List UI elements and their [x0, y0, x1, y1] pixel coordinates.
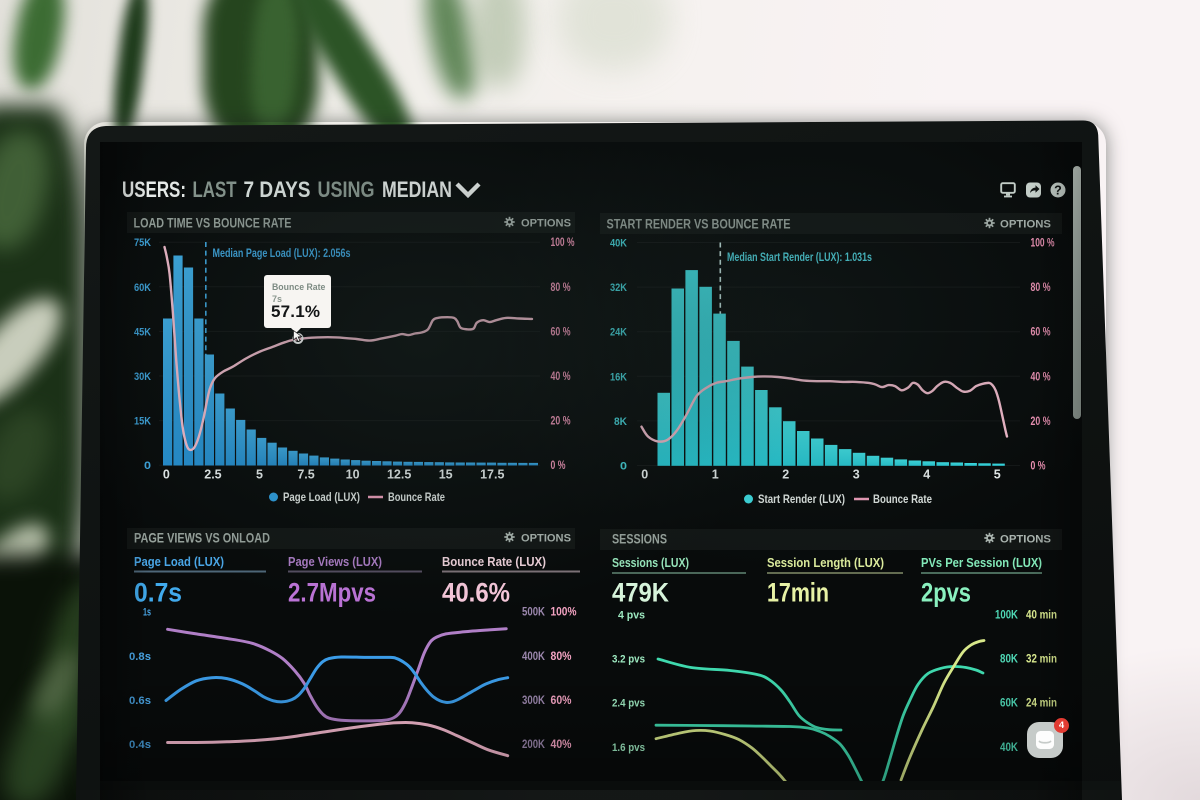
svg-text:80 %: 80 % [1031, 282, 1051, 294]
svg-text:2.5: 2.5 [204, 468, 221, 482]
svg-text:32K: 32K [610, 282, 627, 294]
svg-text:0 %: 0 % [1031, 461, 1046, 473]
svg-text:START RENDER VS BOUNCE RATE: START RENDER VS BOUNCE RATE [607, 217, 791, 232]
svg-text:60K: 60K [134, 282, 151, 294]
svg-text:Sessions (LUX): Sessions (LUX) [612, 555, 689, 570]
svg-text:17min: 17min [767, 578, 829, 608]
svg-text:40 %: 40 % [1031, 371, 1051, 383]
svg-text:5: 5 [994, 468, 1001, 482]
svg-text:60%: 60% [551, 695, 572, 707]
svg-text:0.8s: 0.8s [129, 651, 151, 663]
svg-text:17.5: 17.5 [480, 468, 504, 482]
svg-text:200K: 200K [522, 739, 546, 751]
svg-text:4: 4 [923, 468, 930, 482]
svg-text:OPTIONS: OPTIONS [521, 533, 571, 545]
svg-text:60 %: 60 % [1031, 327, 1051, 339]
svg-text:100 %: 100 % [1031, 238, 1055, 250]
svg-text:?: ? [1054, 183, 1062, 197]
svg-text:10: 10 [346, 468, 360, 482]
svg-text:7.5: 7.5 [297, 468, 314, 482]
svg-text:30K: 30K [134, 371, 151, 383]
svg-text:Start Render (LUX): Start Render (LUX) [758, 494, 845, 506]
svg-text:24 min: 24 min [1026, 698, 1057, 710]
svg-text:479K: 479K [612, 578, 669, 608]
svg-text:3.2 pvs: 3.2 pvs [612, 654, 645, 666]
svg-text:OPTIONS: OPTIONS [1000, 219, 1051, 231]
svg-text:20 %: 20 % [551, 416, 571, 428]
svg-text:0: 0 [620, 461, 627, 473]
svg-text:80K: 80K [1000, 654, 1019, 666]
svg-text:40K: 40K [1000, 742, 1019, 754]
svg-text:Page Views (LUX): Page Views (LUX) [288, 554, 382, 569]
svg-text:OPTIONS: OPTIONS [521, 218, 571, 230]
svg-text:24K: 24K [610, 327, 627, 339]
svg-text:PAGE VIEWS VS ONLOAD: PAGE VIEWS VS ONLOAD [134, 531, 270, 546]
svg-text:40K: 40K [610, 238, 627, 250]
svg-text:40 %: 40 % [551, 371, 571, 383]
svg-text:15K: 15K [134, 416, 151, 428]
svg-text:0.4s: 0.4s [129, 739, 151, 751]
svg-text:0.6s: 0.6s [129, 695, 151, 707]
svg-text:300K: 300K [522, 695, 546, 707]
svg-text:100%: 100% [551, 607, 577, 619]
svg-text:12.5: 12.5 [387, 468, 411, 482]
svg-text:1.6 pvs: 1.6 pvs [612, 742, 645, 754]
svg-text:60K: 60K [1000, 698, 1019, 710]
svg-text:Bounce Rate (LUX): Bounce Rate (LUX) [442, 554, 546, 569]
svg-text:2.4 pvs: 2.4 pvs [612, 698, 645, 710]
svg-text:LOAD TIME VS BOUNCE RATE: LOAD TIME VS BOUNCE RATE [134, 216, 292, 231]
svg-text:Page Load (LUX): Page Load (LUX) [283, 492, 360, 504]
svg-text:40 min: 40 min [1026, 610, 1057, 622]
svg-text:80 %: 80 % [551, 282, 571, 294]
svg-text:45K: 45K [134, 326, 151, 338]
svg-text:SESSIONS: SESSIONS [612, 532, 667, 547]
svg-text:1: 1 [712, 468, 719, 482]
svg-text:2: 2 [782, 468, 789, 482]
svg-text:40%: 40% [551, 739, 572, 751]
svg-text:400K: 400K [522, 651, 546, 663]
svg-text:15: 15 [439, 468, 453, 482]
svg-text:60 %: 60 % [551, 326, 571, 338]
svg-text:PVs Per Session (LUX): PVs Per Session (LUX) [921, 555, 1042, 570]
svg-text:OPTIONS: OPTIONS [1000, 534, 1051, 546]
svg-text:100K: 100K [995, 610, 1019, 622]
svg-text:0: 0 [641, 468, 648, 482]
svg-text:80%: 80% [551, 651, 572, 663]
svg-text:4 pvs: 4 pvs [618, 610, 645, 622]
svg-text:Bounce Rate: Bounce Rate [873, 494, 932, 506]
svg-text:16K: 16K [610, 371, 627, 383]
svg-text:Bounce Rate: Bounce Rate [388, 492, 445, 504]
svg-text:0: 0 [163, 468, 170, 482]
svg-text:75K: 75K [134, 237, 151, 249]
svg-text:100 %: 100 % [551, 237, 575, 249]
svg-text:Session Length (LUX): Session Length (LUX) [767, 555, 884, 570]
svg-text:8K: 8K [614, 416, 627, 428]
svg-text:2pvs: 2pvs [921, 578, 971, 608]
svg-text:Page Load (LUX): Page Load (LUX) [134, 554, 224, 569]
svg-text:32 min: 32 min [1026, 654, 1057, 666]
svg-text:0: 0 [144, 460, 151, 472]
svg-text:500K: 500K [522, 607, 546, 619]
svg-text:40.6%: 40.6% [442, 578, 510, 608]
svg-text:0 %: 0 % [551, 460, 566, 472]
svg-text:Median Start Render (LUX): 1.0: Median Start Render (LUX): 1.031s [727, 252, 872, 264]
svg-text:Median Page Load (LUX): 2.056s: Median Page Load (LUX): 2.056s [213, 248, 351, 260]
svg-text:5: 5 [256, 468, 263, 482]
svg-text:1s: 1s [143, 607, 151, 619]
svg-text:3: 3 [853, 468, 860, 482]
svg-text:0.7s: 0.7s [134, 578, 182, 608]
svg-text:20 %: 20 % [1031, 416, 1051, 428]
svg-text:2.7Mpvs: 2.7Mpvs [288, 578, 376, 608]
